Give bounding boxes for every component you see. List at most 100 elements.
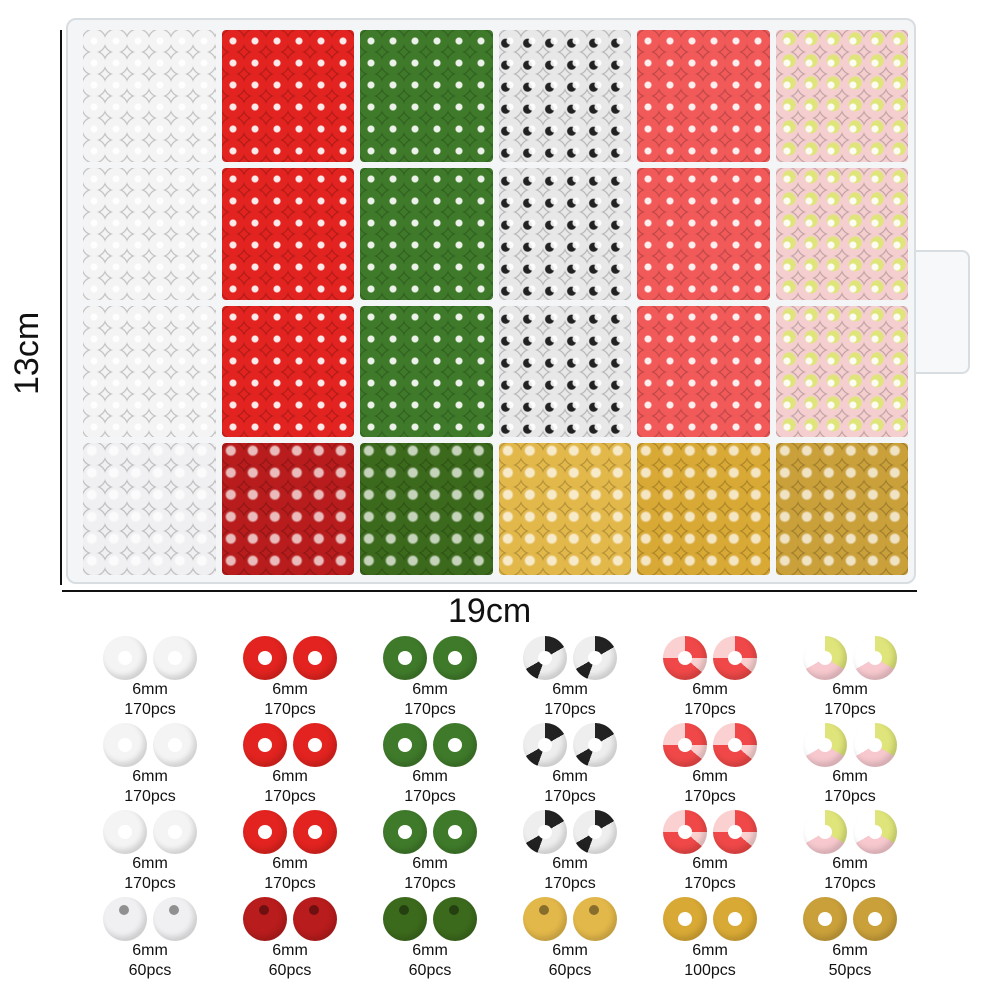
- bead-pair: [360, 723, 500, 767]
- bead-icon: [573, 897, 617, 941]
- bead-pair: [640, 810, 780, 854]
- bead-icon: [573, 810, 617, 854]
- bead-icon: [383, 636, 427, 680]
- bead-pair: [360, 897, 500, 941]
- bead-icon: [523, 810, 567, 854]
- bead-icon: [153, 897, 197, 941]
- bead-icon: [383, 897, 427, 941]
- bead-count: 60pcs: [268, 962, 312, 979]
- bead-count: 170pcs: [404, 701, 456, 718]
- box-latch: [916, 250, 970, 374]
- bead-size: 6mm: [132, 681, 168, 698]
- bead-count: 60pcs: [128, 962, 172, 979]
- bead-icon: [243, 810, 287, 854]
- bead-icon: [803, 810, 847, 854]
- legend-item: 6mm 170pcs: [360, 810, 500, 892]
- bead-icon: [713, 723, 757, 767]
- compartment-red: [221, 305, 354, 438]
- compartment-gold: [498, 443, 631, 575]
- bead-count: 170pcs: [824, 788, 876, 805]
- compartment-green: [360, 30, 493, 162]
- bead-icon: [573, 723, 617, 767]
- compartment-red: [221, 167, 354, 300]
- bead-size: 6mm: [552, 768, 588, 785]
- compartment-pastel: [775, 30, 908, 162]
- bead-size: 6mm: [832, 855, 868, 872]
- bead-size: 6mm: [412, 768, 448, 785]
- bead-icon: [853, 810, 897, 854]
- compartment-white: [83, 30, 216, 162]
- bead-count: 170pcs: [824, 701, 876, 718]
- bead-size: 6mm: [692, 942, 728, 959]
- compartment-green: [360, 305, 493, 438]
- bead-count: 100pcs: [684, 962, 736, 979]
- bead-icon: [433, 636, 477, 680]
- legend-item: 6mm 100pcs: [640, 897, 780, 979]
- bead-size: 6mm: [832, 942, 868, 959]
- bead-icon: [663, 636, 707, 680]
- bead-count: 170pcs: [544, 788, 596, 805]
- bead-icon: [853, 723, 897, 767]
- bead-pair: [80, 897, 220, 941]
- bead-icon: [293, 810, 337, 854]
- bead-icon: [153, 810, 197, 854]
- bead-size: 6mm: [552, 942, 588, 959]
- compartment-green: [360, 167, 493, 300]
- bead-icon: [293, 636, 337, 680]
- bead-count: 170pcs: [544, 701, 596, 718]
- bead-count: 170pcs: [124, 788, 176, 805]
- bead-size: 6mm: [552, 681, 588, 698]
- compartment-candy: [637, 305, 770, 438]
- bead-icon: [853, 636, 897, 680]
- bead-count: 170pcs: [264, 788, 316, 805]
- legend-item: 6mm 170pcs: [220, 636, 360, 718]
- legend-item: 6mm 170pcs: [80, 723, 220, 805]
- compartment-rhinestone: [775, 443, 908, 575]
- bead-size: 6mm: [412, 942, 448, 959]
- compartment-pearl: [83, 443, 216, 575]
- bead-size: 6mm: [132, 942, 168, 959]
- compartment-red: [221, 30, 354, 162]
- bead-count: 170pcs: [404, 875, 456, 892]
- bead-icon: [803, 897, 847, 941]
- bead-count: 170pcs: [264, 701, 316, 718]
- compartment-black_white: [498, 30, 631, 162]
- bead-icon: [293, 897, 337, 941]
- bead-pair: [80, 723, 220, 767]
- bead-pair: [500, 810, 640, 854]
- bead-icon: [433, 810, 477, 854]
- height-dimension-line: [60, 30, 62, 585]
- legend-item: 6mm 170pcs: [360, 723, 500, 805]
- bead-pair: [780, 810, 920, 854]
- bead-size: 6mm: [272, 855, 308, 872]
- bead-size: 6mm: [272, 942, 308, 959]
- bead-size: 6mm: [832, 681, 868, 698]
- bead-icon: [243, 636, 287, 680]
- compartment-green_pearl: [360, 443, 493, 575]
- height-label: 13cm: [8, 311, 46, 395]
- bead-pair: [220, 897, 360, 941]
- bead-size: 6mm: [272, 681, 308, 698]
- bead-size: 6mm: [692, 681, 728, 698]
- bead-count: 170pcs: [404, 788, 456, 805]
- bead-pair: [500, 636, 640, 680]
- bead-icon: [103, 723, 147, 767]
- bead-size: 6mm: [412, 681, 448, 698]
- bead-count: 170pcs: [684, 701, 736, 718]
- width-label: 19cm: [448, 592, 532, 630]
- bead-size: 6mm: [692, 768, 728, 785]
- bead-icon: [153, 636, 197, 680]
- bead-pair: [780, 636, 920, 680]
- bead-icon: [103, 636, 147, 680]
- bead-icon: [433, 897, 477, 941]
- bead-pair: [220, 636, 360, 680]
- legend-item: 6mm 170pcs: [500, 636, 640, 718]
- compartment-candy: [637, 30, 770, 162]
- bead-icon: [383, 723, 427, 767]
- bead-size: 6mm: [692, 855, 728, 872]
- bead-pair: [220, 810, 360, 854]
- legend-item: 6mm 60pcs: [80, 897, 220, 979]
- bead-icon: [523, 723, 567, 767]
- bead-icon: [663, 723, 707, 767]
- bead-pair: [80, 636, 220, 680]
